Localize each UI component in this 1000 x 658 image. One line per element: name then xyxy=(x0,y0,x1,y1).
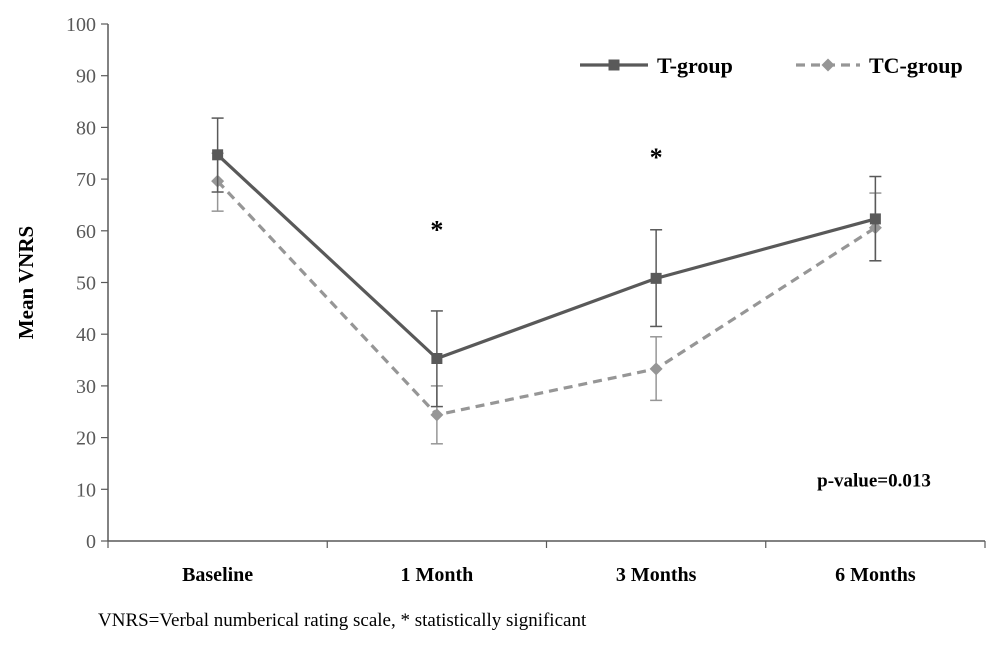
significance-marker: * xyxy=(430,216,443,245)
data-point xyxy=(649,362,663,376)
footnote: VNRS=Verbal numberical rating scale, * s… xyxy=(98,610,587,631)
data-point xyxy=(869,213,881,225)
legend-item-tc-group: TC-group xyxy=(796,53,963,78)
y-tick-label: 30 xyxy=(76,376,96,398)
series-tc-group xyxy=(211,152,882,445)
x-tick-label: Baseline xyxy=(182,564,253,586)
legend-label: TC-group xyxy=(869,53,963,78)
y-axis-label: Mean VNRS xyxy=(14,226,38,339)
significance-marker: * xyxy=(650,143,663,172)
p-value-label: p-value=0.013 xyxy=(817,471,931,492)
y-tick-label: 10 xyxy=(76,479,96,501)
legend-item-t-group: T-group xyxy=(580,53,733,78)
y-tick-label: 100 xyxy=(66,14,96,36)
series-t-group xyxy=(211,117,882,408)
x-tick-label: 3 Months xyxy=(616,564,697,586)
legend-swatch-marker xyxy=(821,58,835,72)
legend-swatch-marker xyxy=(608,59,620,71)
x-tick-label: 6 Months xyxy=(835,564,916,586)
y-tick-label: 60 xyxy=(76,221,96,243)
y-tick-label: 80 xyxy=(76,117,96,139)
y-tick-label: 0 xyxy=(86,531,96,553)
axes: 0 10 20 30 40 50 60 70 80 90 100 Baseline 1 Month 3 M… xyxy=(14,14,986,586)
legend: T-group TC-group xyxy=(580,53,963,78)
series-line-tc-group xyxy=(216,180,877,417)
x-tick-label: 1 Month xyxy=(400,564,473,586)
chart: 0 10 20 30 40 50 60 70 80 90 100 Baseline 1 Month 3 M… xyxy=(14,14,986,586)
y-tick-label: 50 xyxy=(76,273,96,295)
annotations: * * p-value=0.013 xyxy=(430,143,931,492)
data-point xyxy=(650,272,662,284)
series-layer xyxy=(211,117,882,445)
data-point xyxy=(212,149,224,161)
series-line-t-group xyxy=(216,153,876,361)
y-tick-label: 20 xyxy=(76,428,96,450)
y-tick-label: 90 xyxy=(76,66,96,88)
y-tick-label: 70 xyxy=(76,169,96,191)
data-point xyxy=(431,352,443,364)
legend-label: T-group xyxy=(657,53,733,78)
data-point xyxy=(430,408,444,422)
y-tick-label: 40 xyxy=(76,324,96,346)
